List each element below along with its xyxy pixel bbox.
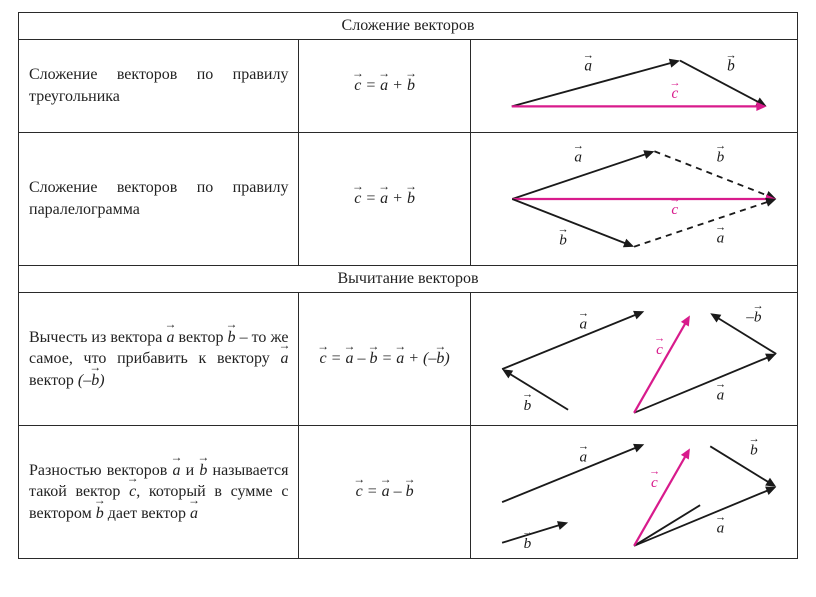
svg-text:→: → [582,49,593,61]
vector-rules-table: Сложение векторов Сложение векторов по п… [18,12,798,559]
svg-text:→: → [715,140,726,152]
section-title: Сложение векторов [342,17,475,34]
svg-text:→: → [725,49,736,61]
svg-text:→: → [649,466,660,478]
formula-difference: c = a – b [356,483,414,500]
svg-text:→: → [715,511,726,523]
svg-text:→: → [572,140,583,152]
diagram-subtract-negb: a→b→a→–b→c→ [471,293,797,425]
svg-text:→: → [669,77,680,89]
section-title: Вычитание векторов [337,270,478,287]
desc-subtract-negb: Вычесть из вектора a вектор b – то же са… [29,329,288,389]
formula-parallelogram: c = a + b [354,190,415,207]
page-root: { "colors": { "border": "#2a2a2a", "text… [0,0,816,597]
svg-text:→: → [654,333,665,345]
row-parallelogram-rule: Сложение векторов по правилу паралелогра… [19,133,798,266]
formula-subtract-negb: c = a – b = a + (–b) [320,350,450,367]
row-difference-def: Разностью векторов a и b называется тако… [19,426,798,559]
svg-text:→: → [578,307,589,319]
row-triangle-rule: Сложение векторов по правилу треугольник… [19,40,798,133]
diagram-triangle: a→b→c→ [471,40,797,132]
desc-difference: Разностью векторов a и b называется тако… [29,462,288,522]
desc-parallelogram: Сложение векторов по правилу паралелогра… [29,179,288,218]
section-header-addition: Сложение векторов [19,13,798,40]
svg-text:→: → [557,224,568,236]
section-header-subtraction: Вычитание векторов [19,266,798,293]
svg-text:→: → [748,433,759,445]
diagram-parallelogram: a→b→c→b→a→ [471,133,797,265]
row-subtract-negb: Вычесть из вектора a вектор b – то же са… [19,293,798,426]
svg-text:→: → [669,193,680,205]
desc-triangle: Сложение векторов по правилу треугольник… [29,66,288,105]
svg-text:→: → [522,527,533,539]
svg-text:→: → [752,300,763,312]
svg-text:→: → [715,378,726,390]
diagram-difference: a→b→a→b→c→ [471,426,797,558]
svg-text:→: → [578,440,589,452]
svg-text:→: → [522,389,533,401]
svg-text:→: → [715,221,726,233]
formula-triangle: c = a + b [354,77,415,94]
